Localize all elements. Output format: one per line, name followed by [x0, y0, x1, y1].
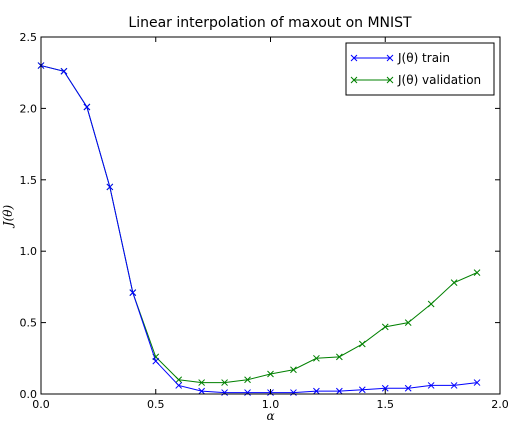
- data-point-marker: [450, 279, 458, 286]
- data-point-marker: [221, 389, 228, 396]
- data-point-marker: [60, 67, 68, 75]
- data-point-marker: [381, 384, 389, 392]
- data-point-marker: [175, 382, 183, 389]
- data-point-marker: [83, 103, 91, 111]
- axis-ticks: 0.0 0.5 1.0 1.5 2.0 0.0 0.5 1.0 1.5 2.0 2.5: [20, 31, 509, 411]
- x-tick-label: 1.0: [262, 398, 280, 411]
- y-tick-label: 1.5: [20, 174, 38, 187]
- legend-label: J(θ) train: [397, 51, 450, 65]
- data-point-marker: [450, 382, 458, 389]
- legend: J(θ) train J(θ) validation: [345, 42, 495, 96]
- legend-marker: [386, 76, 394, 84]
- y-tick-label: 2.0: [20, 102, 38, 115]
- x-tick-label: 1.5: [377, 398, 395, 411]
- data-point-marker: [358, 386, 366, 394]
- data-point-marker: [152, 357, 160, 365]
- data-point-marker: [106, 183, 114, 191]
- x-tick-label: 0.5: [147, 398, 165, 411]
- legend-marker: [386, 54, 394, 62]
- y-tick-label: 2.5: [20, 31, 38, 44]
- x-tick-label: 0.0: [32, 398, 50, 411]
- data-point-marker: [335, 387, 343, 395]
- x-axis-label: α: [266, 409, 274, 423]
- data-point-marker: [427, 300, 435, 308]
- data-point-marker: [427, 382, 435, 389]
- data-point-marker: [290, 366, 297, 374]
- y-axis-label: J(θ): [1, 204, 15, 229]
- data-point-marker: [358, 340, 366, 348]
- legend-marker: [350, 76, 358, 84]
- data-point-marker: [244, 376, 251, 384]
- y-tick-label: 0.5: [20, 317, 38, 330]
- data-point-marker: [313, 387, 320, 395]
- data-point-marker: [129, 289, 137, 296]
- data-point-marker: [335, 353, 343, 361]
- y-tick-label: 1.0: [20, 245, 38, 258]
- chart-title: Linear interpolation of maxout on MNIST: [128, 15, 412, 31]
- data-point-marker: [473, 269, 481, 276]
- legend-label: J(θ) validation: [397, 73, 481, 87]
- data-point-marker: [313, 354, 320, 362]
- x-tick-label: 2.0: [491, 398, 509, 411]
- data-point-marker: [221, 379, 228, 386]
- data-point-marker: [381, 323, 389, 331]
- legend-marker: [350, 54, 358, 62]
- data-point-marker: [175, 376, 183, 384]
- data-point-marker: [267, 370, 274, 378]
- series-line: [40, 65, 478, 384]
- data-point-marker: [290, 389, 297, 396]
- data-point-marker: [404, 319, 412, 326]
- data-point-marker: [244, 389, 251, 396]
- y-tick-label: 0.0: [20, 388, 38, 401]
- data-point-marker: [198, 379, 206, 386]
- data-point-marker: [198, 387, 206, 395]
- legend-box: [345, 42, 495, 96]
- plot-area: [37, 62, 481, 396]
- data-point-marker: [404, 384, 412, 392]
- series-line: [40, 65, 478, 394]
- data-point-marker: [473, 379, 481, 386]
